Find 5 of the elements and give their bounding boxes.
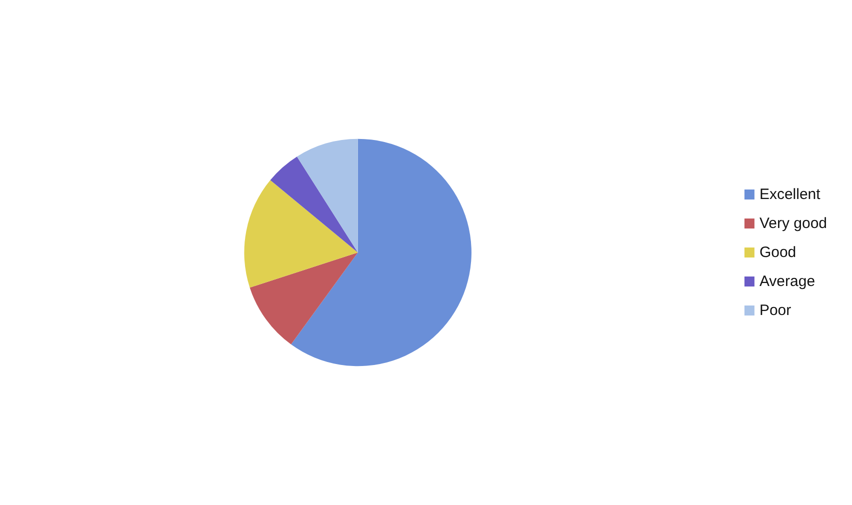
legend-label: Poor xyxy=(759,302,792,319)
legend-label: Good xyxy=(759,244,796,261)
legend-label: Excellent xyxy=(759,186,822,203)
legend-label: Very good xyxy=(759,215,828,232)
legend-label: Average xyxy=(759,273,816,290)
